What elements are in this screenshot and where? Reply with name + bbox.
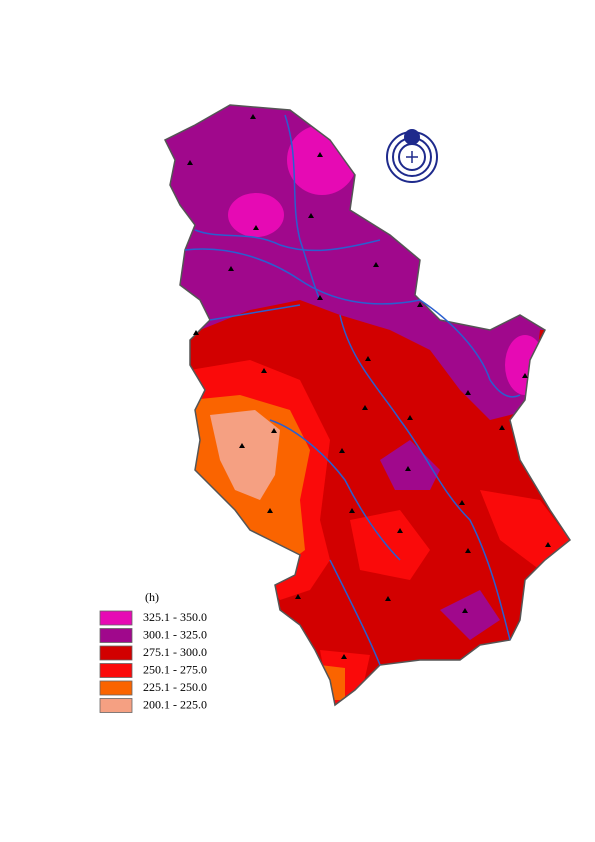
legend-swatch xyxy=(99,645,133,661)
rivers xyxy=(184,114,521,666)
legend-swatch xyxy=(99,663,133,678)
legend-swatch xyxy=(99,610,133,626)
river xyxy=(329,559,381,666)
logo xyxy=(386,129,438,183)
legend-label: 250.1 - 275.0 xyxy=(143,662,207,676)
legend-label: 300.1 - 325.0 xyxy=(143,627,207,641)
zone xyxy=(440,590,500,640)
river xyxy=(209,304,301,321)
zone xyxy=(350,510,430,580)
legend-swatch xyxy=(99,698,133,713)
zone xyxy=(210,410,280,500)
zone xyxy=(287,125,357,195)
legend-label: 200.1 - 225.0 xyxy=(143,697,207,711)
zone xyxy=(380,440,440,490)
river xyxy=(194,229,381,252)
map-zones xyxy=(165,105,570,705)
legend-swatch xyxy=(99,680,133,696)
legend: 325.1 - 350.0 300.1 - 325.0 275.1 - 300.0 2… xyxy=(99,610,207,713)
river xyxy=(339,314,511,641)
zone xyxy=(505,335,545,395)
river xyxy=(269,419,401,561)
legend-label: 225.1 - 250.0 xyxy=(143,680,207,694)
legend-swatch xyxy=(99,628,133,643)
legend-label: 275.1 - 300.0 xyxy=(143,645,207,659)
river xyxy=(284,114,321,301)
zone xyxy=(480,490,570,570)
zone xyxy=(228,193,284,237)
legend-label: 325.1 - 350.0 xyxy=(143,610,207,624)
river xyxy=(184,248,521,398)
legend-title: (h) xyxy=(145,590,159,604)
